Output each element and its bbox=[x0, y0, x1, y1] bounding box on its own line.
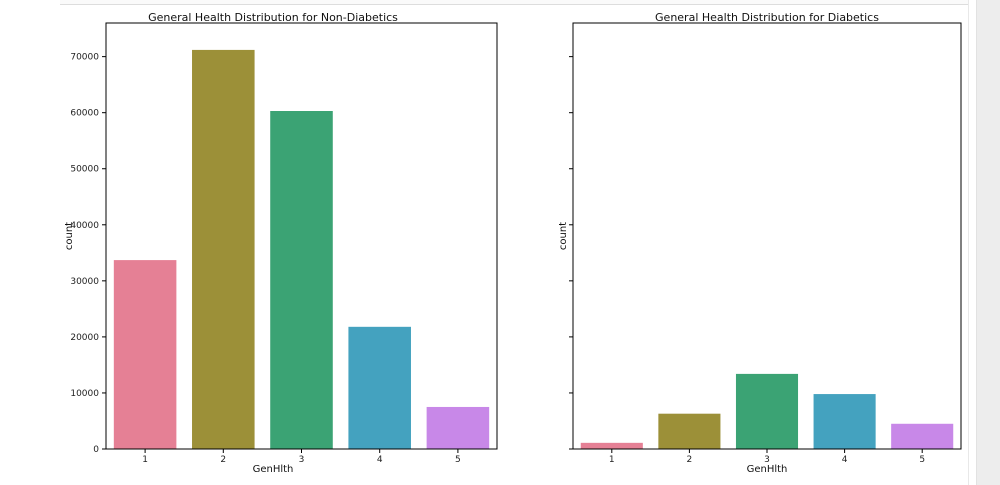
x-tick-label: 2 bbox=[687, 455, 693, 465]
bar-group bbox=[113, 49, 490, 449]
x-axis-ticks: 1 2 3 4 5 bbox=[609, 449, 925, 465]
vertical-scrollbar[interactable] bbox=[976, 0, 1000, 485]
y-axis-ticks bbox=[569, 56, 573, 450]
y-tick-label: 60000 bbox=[70, 109, 99, 119]
bar-group bbox=[580, 373, 954, 449]
x-tick-label: 5 bbox=[919, 455, 925, 465]
bar-genhlth-5 bbox=[426, 406, 490, 449]
chart-title: General Health Distribution for Diabetic… bbox=[655, 11, 879, 24]
bar-genhlth-3 bbox=[270, 111, 333, 449]
subplot-non-diabetics: General Health Distribution for Non-Diab… bbox=[64, 11, 498, 475]
x-tick-label: 4 bbox=[377, 455, 383, 465]
output-cell-border bbox=[60, 0, 968, 5]
x-axis-label: GenHlth bbox=[747, 464, 788, 475]
x-axis-label: GenHlth bbox=[253, 464, 294, 475]
cell-gutter bbox=[968, 0, 977, 485]
x-tick-label: 3 bbox=[764, 455, 770, 465]
bar-genhlth-5 bbox=[891, 423, 954, 449]
y-axis-label: count bbox=[558, 222, 569, 250]
y-tick-label: 10000 bbox=[70, 389, 99, 399]
axes-frame bbox=[572, 22, 962, 450]
x-axis-ticks: 1 2 3 4 5 bbox=[142, 449, 461, 465]
bar-genhlth-3 bbox=[735, 373, 799, 449]
x-tick-label: 3 bbox=[299, 455, 305, 465]
y-tick-label: 20000 bbox=[70, 333, 99, 343]
bar-genhlth-1 bbox=[113, 260, 177, 449]
y-tick-label: 50000 bbox=[70, 165, 99, 175]
y-tick-label: 30000 bbox=[70, 277, 99, 287]
bar-genhlth-4 bbox=[348, 326, 411, 449]
bar-genhlth-2 bbox=[658, 413, 721, 449]
y-axis-label: count bbox=[64, 222, 75, 250]
subplot-diabetics: General Health Distribution for Diabetic… bbox=[558, 11, 962, 475]
y-tick-label: 0 bbox=[93, 445, 99, 455]
y-axis-ticks: 0 10000 20000 30000 40000 50000 60000 70000 bbox=[70, 53, 106, 455]
x-tick-label: 1 bbox=[609, 455, 615, 465]
y-tick-label: 40000 bbox=[70, 221, 99, 231]
x-tick-label: 5 bbox=[455, 455, 461, 465]
bar-genhlth-4 bbox=[813, 394, 876, 449]
axes-frame bbox=[105, 22, 498, 450]
y-tick-label: 70000 bbox=[70, 53, 99, 63]
x-tick-label: 1 bbox=[142, 455, 148, 465]
x-tick-label: 4 bbox=[842, 455, 848, 465]
chart-title: General Health Distribution for Non-Diab… bbox=[148, 11, 398, 24]
figure-canvas: General Health Distribution for Non-Diab… bbox=[64, 11, 962, 475]
x-tick-label: 2 bbox=[220, 455, 226, 465]
bar-genhlth-1 bbox=[580, 442, 643, 449]
bar-genhlth-2 bbox=[192, 49, 255, 449]
